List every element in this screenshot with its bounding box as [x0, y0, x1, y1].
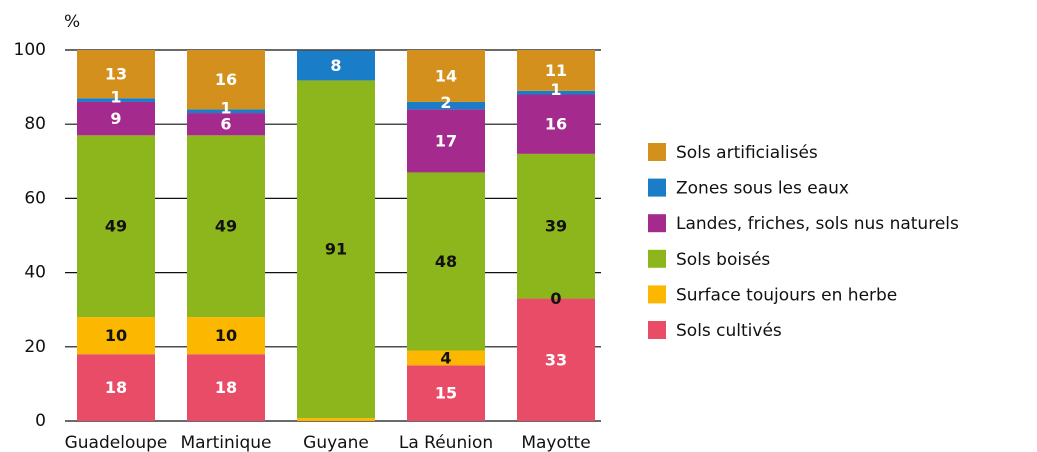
legend-label: Zones sous les eaux [676, 179, 849, 199]
bar-segment [77, 98, 155, 102]
legend-swatch [648, 214, 666, 233]
bar-segment [187, 135, 265, 318]
y-tick-label: 20 [24, 337, 46, 357]
value-label: 10 [215, 326, 237, 345]
value-label: 48 [435, 252, 457, 271]
legend-label: Sols artificialisés [676, 143, 818, 163]
legend-swatch [648, 249, 666, 268]
bar-segment [187, 109, 265, 114]
bar-segment [517, 298, 595, 421]
value-label: 18 [105, 378, 127, 397]
bar-segment [407, 365, 485, 421]
value-label: 16 [545, 115, 567, 134]
x-tick-label: La Réunion [399, 433, 493, 452]
value-label: 14 [435, 66, 457, 85]
value-label: 2 [440, 93, 451, 112]
value-label: 10 [105, 326, 127, 345]
value-label: 6 [220, 115, 231, 134]
y-tick-label: 80 [24, 114, 46, 134]
value-label: 17 [435, 131, 457, 150]
value-label: 0 [550, 289, 561, 308]
y-tick-label: 100 [14, 40, 46, 60]
y-axis-label: % [64, 12, 80, 32]
y-tick-label: 40 [24, 263, 46, 283]
x-tick-label: Mayotte [521, 433, 590, 452]
value-label: 49 [215, 217, 237, 236]
bar-segment [407, 50, 485, 102]
y-tick-label: 60 [24, 188, 46, 208]
value-label: 15 [435, 384, 457, 403]
bar-segment [187, 317, 265, 355]
bar-segment [407, 350, 485, 366]
value-label: 91 [325, 240, 347, 259]
legend-label: Landes, friches, sols nus naturels [676, 214, 959, 234]
value-label: 1 [110, 88, 121, 107]
bar-segment [297, 80, 375, 419]
value-label: 49 [105, 217, 127, 236]
bar-segment [77, 135, 155, 318]
value-label: 8 [330, 56, 341, 75]
y-tick-label: 0 [35, 411, 46, 431]
legend-swatch [648, 178, 666, 197]
bar-segment [517, 50, 595, 91]
bar-segment [187, 113, 265, 136]
bar-segment [297, 50, 375, 81]
bar-segment [77, 50, 155, 99]
bar-segment [407, 172, 485, 351]
x-tick-label: Martinique [181, 433, 272, 452]
bar-segment [77, 354, 155, 421]
bar-segment [407, 109, 485, 173]
legend-label: Surface toujours en herbe [676, 285, 897, 305]
value-label: 11 [545, 61, 567, 80]
value-label: 1 [550, 80, 561, 99]
value-label: 9 [110, 109, 121, 128]
bar-segment [77, 101, 155, 136]
value-label: 33 [545, 350, 567, 369]
legend-swatch [648, 321, 666, 339]
legend-swatch [648, 285, 666, 304]
value-label: 13 [105, 65, 127, 84]
x-tick-label: Guyane [303, 433, 369, 452]
legend-label: Sols boisés [676, 250, 770, 270]
bar-segment [407, 101, 485, 110]
bar-segment [517, 153, 595, 299]
bar-segment [187, 50, 265, 110]
bar-segment [187, 354, 265, 421]
x-tick-label: Guadeloupe [65, 433, 168, 452]
value-label: 18 [215, 378, 237, 397]
legend-label: Sols cultivés [676, 321, 782, 341]
bar-segment [517, 94, 595, 154]
value-label: 4 [440, 348, 451, 367]
bar-segment [297, 418, 375, 421]
value-label: 16 [215, 70, 237, 89]
bar-segment [517, 90, 595, 95]
value-label: 39 [545, 217, 567, 236]
legend-swatch [648, 143, 666, 161]
value-label: 1 [220, 99, 231, 118]
bar-segment [77, 317, 155, 355]
